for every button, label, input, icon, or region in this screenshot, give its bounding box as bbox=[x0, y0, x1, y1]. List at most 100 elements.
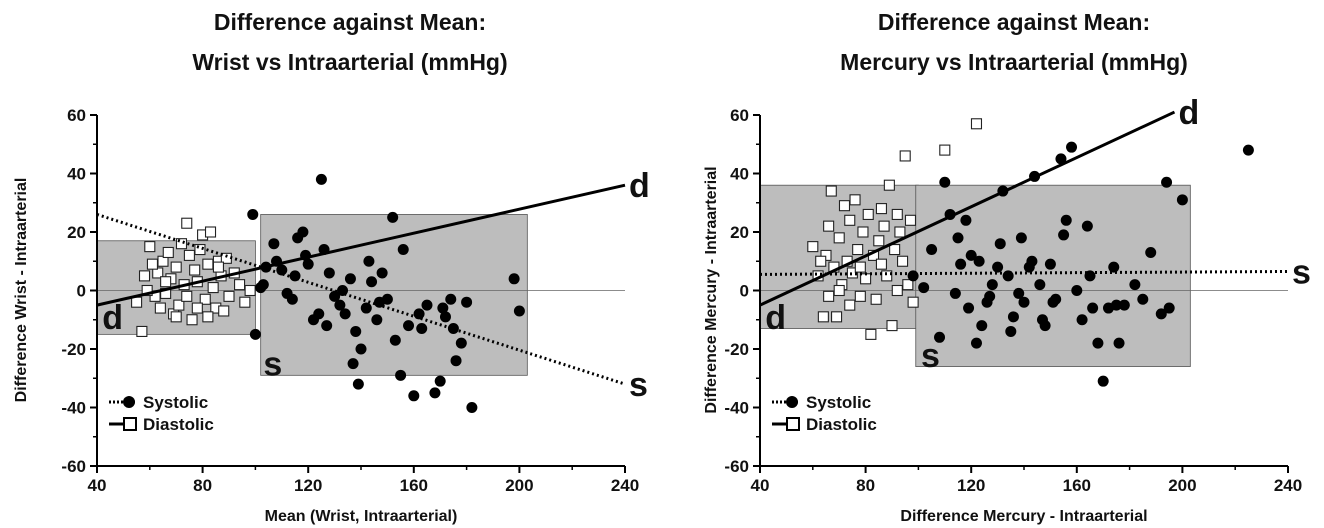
left-chart-x-tick-label: 200 bbox=[505, 476, 533, 495]
left-chart-diastolic-line-label: d bbox=[629, 167, 650, 205]
left-chart-diastolic-point bbox=[141, 284, 153, 297]
right-chart-diastolic-point bbox=[846, 267, 858, 279]
left-chart-systolic-point bbox=[373, 296, 385, 308]
left-chart-legend-systolic-label: Systolic bbox=[143, 393, 208, 412]
left-chart-diastolic-point bbox=[234, 279, 246, 291]
right-chart-y-tick-label: -60 bbox=[724, 457, 749, 476]
right-chart-subtitle: Mercury vs Intraarterial (mmHg) bbox=[840, 49, 1188, 75]
left-chart-systolic-point bbox=[371, 314, 383, 326]
right-chart-diastolic-point bbox=[852, 244, 864, 256]
left-chart-systolic-point bbox=[247, 208, 259, 220]
right-chart-systolic-point bbox=[1084, 270, 1096, 282]
left-chart-y-tick-label: -20 bbox=[61, 340, 86, 359]
left-chart-shaded-region-systolic bbox=[260, 214, 528, 376]
right-chart-diastolic-point bbox=[894, 226, 906, 238]
right-chart-diastolic-point bbox=[886, 320, 898, 332]
left-chart-systolic-point bbox=[249, 328, 261, 340]
right-chart-systolic-point bbox=[952, 232, 964, 244]
left-chart-systolic-point bbox=[339, 308, 351, 320]
left-chart-systolic-point bbox=[434, 375, 446, 387]
left-chart-diastolic-point bbox=[212, 261, 224, 273]
left-chart-diastolic-point bbox=[183, 249, 195, 261]
left-chart-systolic-point bbox=[323, 267, 335, 279]
left-chart-systolic-point bbox=[389, 334, 401, 346]
left-chart-y-tick-label: 20 bbox=[67, 223, 86, 242]
left-chart-systolic-point bbox=[387, 211, 399, 223]
left-chart-systolic-point bbox=[352, 378, 364, 390]
left-chart-systolic-point bbox=[302, 258, 314, 270]
right-chart-diastolic-point bbox=[817, 311, 829, 323]
left-chart-systolic-point bbox=[466, 402, 478, 413]
left-chart-diastolic-point bbox=[223, 290, 235, 302]
right-chart-diastolic-point bbox=[891, 208, 903, 220]
right-chart-diastolic-point bbox=[833, 232, 845, 244]
right-chart-systolic-point bbox=[970, 337, 982, 349]
left-chart-diastolic-point bbox=[170, 261, 182, 273]
left-chart-y-axis-label: Difference Wrist - Intraarterial bbox=[13, 178, 30, 403]
left-chart-x-tick-label: 120 bbox=[294, 476, 322, 495]
right-chart-diastolic-point bbox=[878, 220, 890, 232]
right-chart-diastolic-point bbox=[873, 235, 885, 247]
left-chart-systolic-point bbox=[416, 323, 428, 335]
right-chart-panel: Difference against Mean: Mercury vs Intr… bbox=[703, 9, 1311, 525]
left-chart-x-tick-label: 40 bbox=[88, 476, 107, 495]
left-chart-systolic-point bbox=[289, 270, 301, 282]
left-chart-panel: Difference against Mean: Wrist vs Intraa… bbox=[13, 9, 650, 525]
left-chart-diastolic-point bbox=[162, 246, 174, 259]
right-chart-diastolic-point bbox=[907, 296, 919, 308]
right-chart-diastolic-point bbox=[939, 144, 951, 156]
left-chart-diastolic-point bbox=[181, 217, 193, 229]
left-chart-systolic-point bbox=[403, 320, 415, 332]
left-chart-x-tick-label: 240 bbox=[611, 476, 639, 495]
right-chart-systolic-point bbox=[1129, 279, 1141, 291]
left-chart-diastolic-point bbox=[204, 226, 217, 238]
right-chart-systolic-point bbox=[1176, 194, 1188, 206]
left-chart-y-tick-label: 40 bbox=[67, 165, 86, 184]
left-chart-diastolic-point bbox=[218, 305, 230, 317]
right-chart-diastolic-point bbox=[844, 299, 856, 311]
left-chart-systolic-point bbox=[376, 267, 388, 279]
right-chart-systolic-point bbox=[1155, 308, 1167, 320]
left-chart-diastolic-point bbox=[136, 325, 148, 338]
right-chart-systolic-point bbox=[918, 282, 930, 294]
right-chart-systolic-point bbox=[1047, 296, 1059, 308]
right-chart-systolic-point bbox=[1013, 287, 1025, 299]
left-chart-systolic-point bbox=[447, 323, 459, 335]
left-chart-diastolic-point bbox=[202, 311, 214, 323]
left-chart-legend: Systolic Diastolic bbox=[109, 393, 214, 434]
right-chart-shaded-region-systolic bbox=[915, 184, 1191, 367]
left-chart-x-tick-label: 80 bbox=[193, 476, 212, 495]
left-chart-systolic-point bbox=[439, 311, 451, 323]
left-chart-systolic-point bbox=[437, 302, 449, 314]
right-chart-systolic-point bbox=[973, 255, 985, 267]
right-chart-diastolic-point bbox=[825, 185, 837, 197]
right-chart-systolic-point bbox=[907, 270, 919, 282]
left-chart-diastolic-point bbox=[207, 282, 219, 294]
right-chart-systolic-point bbox=[1002, 270, 1014, 282]
right-chart-x-tick-label: 80 bbox=[856, 476, 875, 495]
right-chart-legend: Systolic Diastolic bbox=[772, 393, 877, 434]
left-chart-diastolic-point bbox=[146, 258, 158, 270]
right-chart-systolic-point bbox=[939, 176, 951, 188]
right-chart-systolic-point bbox=[955, 258, 967, 270]
left-chart-diastolic-point bbox=[202, 258, 214, 270]
right-chart-y-tick-label: 0 bbox=[740, 282, 749, 301]
right-chart-systolic-point bbox=[949, 287, 961, 299]
left-chart-diastolic-point bbox=[189, 264, 201, 276]
right-chart-diastolic-point bbox=[875, 203, 887, 215]
left-chart-systolic-point bbox=[329, 290, 341, 302]
right-chart-systolic-point bbox=[1108, 261, 1120, 273]
right-chart-x-tick-label: 40 bbox=[751, 476, 770, 495]
right-chart-systolic-point bbox=[1071, 285, 1083, 296]
left-chart-diastolic-point bbox=[191, 302, 203, 314]
left-chart-systolic-point bbox=[334, 299, 346, 311]
right-chart-systolic-point bbox=[1058, 229, 1070, 241]
right-chart-region-annotation: s bbox=[921, 337, 940, 375]
left-chart-systolic-point bbox=[366, 276, 378, 288]
left-chart-legend-systolic-marker bbox=[123, 396, 135, 408]
left-chart-systolic-point bbox=[421, 299, 433, 311]
left-chart-systolic-line-label: s bbox=[629, 366, 648, 404]
right-chart-systolic-point bbox=[1076, 314, 1088, 326]
left-chart-x-axis-label: Mean (Wrist, Intraarterial) bbox=[265, 508, 458, 525]
